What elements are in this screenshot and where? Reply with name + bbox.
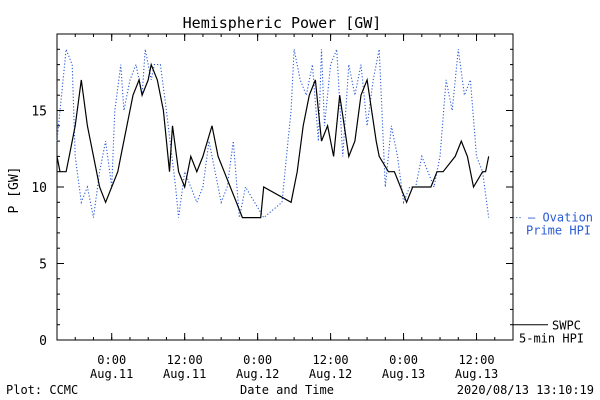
x-tick-label-time: 12:00 (313, 353, 349, 367)
chart-title: Hemispheric Power [GW] (183, 14, 382, 32)
ovation-legend-label-2: Prime HPI (526, 224, 591, 238)
ovation-legend-label: — Ovation (528, 211, 593, 225)
y-tick-label: 15 (31, 105, 47, 120)
footer-plot-credit: Plot: CCMC (6, 383, 78, 397)
y-axis-ticks: 0 5 10 15 (31, 48, 513, 349)
y-tick-label: 0 (39, 334, 47, 349)
y-axis-label: P [GW] (7, 167, 22, 214)
series-layer (56, 49, 490, 219)
y-tick-label: 5 (39, 258, 47, 273)
x-tick-label-date: Aug.12 (236, 367, 279, 381)
swpc-legend-label-2: 5-min HPI (519, 332, 584, 346)
x-tick-label-time: 0:00 (389, 353, 418, 367)
x-axis-label: Date and Time (240, 383, 334, 397)
footer-timestamp: 2020/08/13 13:10:19 (457, 383, 594, 397)
x-tick-label-date: Aug.12 (309, 367, 352, 381)
x-tick-label-date: Aug.11 (90, 367, 133, 381)
x-tick-label-date: Aug.13 (382, 367, 425, 381)
x-tick-label-date: Aug.11 (163, 367, 206, 381)
x-tick-label-date: Aug.13 (455, 367, 498, 381)
x-tick-label-time: 12:00 (458, 353, 494, 367)
swpc-legend-label: SWPC (552, 319, 581, 333)
y-tick-label: 10 (31, 181, 47, 196)
swpc-series-line (56, 62, 490, 219)
x-tick-label-time: 0:00 (97, 353, 126, 367)
x-tick-label-time: 12:00 (167, 353, 203, 367)
plot-frame (56, 33, 514, 341)
x-tick-label-time: 0:00 (243, 353, 272, 367)
x-axis-ticks: 0:00Aug.1112:00Aug.110:00Aug.1212:00Aug.… (74, 34, 498, 381)
